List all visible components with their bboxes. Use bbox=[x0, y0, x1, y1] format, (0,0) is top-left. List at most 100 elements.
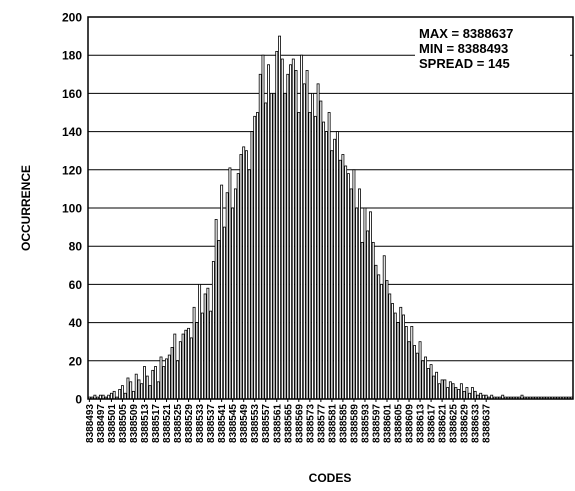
histogram-bar bbox=[336, 132, 338, 399]
histogram-bar bbox=[237, 174, 239, 399]
histogram-bar bbox=[132, 391, 134, 399]
x-tick-label: 8388621 bbox=[438, 404, 449, 443]
histogram-bar bbox=[303, 84, 305, 399]
histogram-bar bbox=[345, 166, 347, 399]
histogram-bar bbox=[256, 113, 258, 400]
histogram-bar bbox=[157, 382, 159, 399]
histogram-bar bbox=[138, 380, 140, 399]
histogram-bar bbox=[391, 304, 393, 400]
histogram-bar bbox=[215, 219, 217, 399]
x-tick-label: 8388609 bbox=[405, 404, 416, 443]
histogram-bar bbox=[356, 208, 358, 399]
histogram-bar bbox=[290, 65, 292, 399]
histogram-bar bbox=[295, 70, 297, 399]
histogram-bar bbox=[378, 275, 380, 399]
histogram-bar bbox=[193, 307, 195, 399]
x-tick-label: 8388501 bbox=[107, 404, 118, 443]
histogram-bar bbox=[469, 393, 471, 399]
histogram-bar bbox=[248, 170, 250, 399]
y-tick-label: 40 bbox=[69, 316, 83, 330]
x-tick-label: 8388589 bbox=[349, 404, 360, 443]
y-tick-label: 180 bbox=[62, 49, 82, 63]
histogram-bar bbox=[259, 74, 261, 399]
histogram-bar bbox=[229, 168, 231, 399]
histogram-bar bbox=[163, 367, 165, 399]
histogram-bar bbox=[444, 380, 446, 399]
histogram-bar bbox=[177, 361, 179, 399]
histogram-bar bbox=[265, 103, 267, 399]
histogram-bar bbox=[135, 374, 137, 399]
annotation-spread: SPREAD = 145 bbox=[419, 56, 510, 71]
x-tick-label: 8388533 bbox=[195, 404, 206, 443]
histogram-bar bbox=[301, 55, 303, 399]
histogram-bar bbox=[414, 346, 416, 399]
histogram-bar bbox=[146, 376, 148, 399]
histogram-bar bbox=[438, 384, 440, 399]
histogram-bar bbox=[199, 284, 201, 399]
histogram-bar bbox=[397, 323, 399, 399]
y-tick-label: 140 bbox=[62, 125, 82, 139]
histogram-bar bbox=[204, 294, 206, 399]
histogram-bar bbox=[380, 284, 382, 399]
x-tick-label: 8388617 bbox=[427, 404, 438, 443]
histogram-bar bbox=[267, 65, 269, 399]
x-tick-label: 8388517 bbox=[151, 404, 162, 443]
histogram-bar bbox=[317, 84, 319, 399]
histogram-bar bbox=[174, 334, 176, 399]
histogram-bar bbox=[386, 281, 388, 399]
histogram-bar bbox=[278, 36, 280, 399]
histogram-bar bbox=[466, 388, 468, 399]
histogram-bar bbox=[201, 313, 203, 399]
histogram-bar bbox=[243, 147, 245, 399]
bars bbox=[88, 36, 572, 399]
histogram-bar bbox=[165, 359, 167, 399]
x-tick-label: 8388573 bbox=[305, 404, 316, 443]
histogram-bar bbox=[460, 384, 462, 399]
histogram-bar bbox=[474, 391, 476, 399]
y-tick-label: 120 bbox=[62, 163, 82, 177]
histogram-bar bbox=[323, 122, 325, 399]
histogram-bar bbox=[361, 242, 363, 399]
histogram-bar bbox=[458, 389, 460, 399]
histogram-bar bbox=[127, 378, 129, 399]
histogram-bar bbox=[411, 326, 413, 399]
histogram-bar bbox=[212, 261, 214, 399]
histogram-bar bbox=[154, 367, 156, 399]
histogram-bar bbox=[234, 189, 236, 399]
x-tick-labels: 8388493 8388497 8388501 8388505 8388509 83885… bbox=[85, 399, 493, 443]
histogram-bar bbox=[449, 382, 451, 399]
y-tick-label: 160 bbox=[62, 87, 82, 101]
histogram-bar bbox=[455, 388, 457, 399]
histogram-bar bbox=[309, 113, 311, 400]
histogram-bar bbox=[383, 256, 385, 399]
histogram-bar bbox=[143, 367, 145, 399]
x-tick-label: 8388637 bbox=[482, 404, 493, 443]
x-tick-label: 8388565 bbox=[283, 404, 294, 443]
histogram-bar bbox=[358, 189, 360, 399]
histogram-bar bbox=[320, 101, 322, 399]
x-axis-label: CODES bbox=[309, 471, 352, 485]
x-tick-label: 8388497 bbox=[96, 404, 107, 443]
x-tick-label: 8388493 bbox=[85, 404, 96, 443]
x-tick-label: 8388605 bbox=[394, 404, 405, 443]
histogram-bar bbox=[251, 132, 253, 399]
histogram-bar bbox=[110, 393, 112, 399]
x-tick-label: 8388521 bbox=[162, 404, 173, 443]
histogram-bar bbox=[372, 242, 374, 399]
y-tick-label: 80 bbox=[69, 240, 83, 254]
histogram-bar bbox=[433, 376, 435, 399]
histogram-bar bbox=[273, 93, 275, 399]
histogram-bar bbox=[369, 212, 371, 399]
histogram-bar bbox=[364, 208, 366, 399]
histogram-bar bbox=[185, 330, 187, 399]
x-tick-label: 8388557 bbox=[261, 404, 272, 443]
y-tick-label: 200 bbox=[62, 11, 82, 25]
histogram-bar bbox=[218, 240, 220, 399]
histogram-bar bbox=[188, 328, 190, 399]
x-tick-label: 8388549 bbox=[239, 404, 250, 443]
histogram-bar bbox=[306, 70, 308, 399]
x-tick-label: 8388585 bbox=[338, 404, 349, 443]
x-tick-label: 8388525 bbox=[173, 404, 184, 443]
histogram-bar bbox=[245, 151, 247, 399]
histogram-bar bbox=[207, 288, 209, 399]
